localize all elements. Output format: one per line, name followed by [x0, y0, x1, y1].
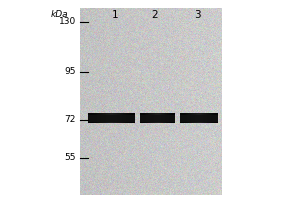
Text: 95: 95 [64, 68, 76, 76]
Bar [180, 114, 218, 121]
Text: 1: 1 [112, 10, 118, 20]
Text: 55: 55 [64, 154, 76, 162]
Text: 2: 2 [152, 10, 158, 20]
Bar [140, 114, 175, 121]
Text: 72: 72 [64, 116, 76, 124]
Text: kDa: kDa [50, 10, 68, 19]
Text: 3: 3 [194, 10, 200, 20]
Text: 130: 130 [59, 18, 76, 26]
Bar [88, 114, 135, 121]
